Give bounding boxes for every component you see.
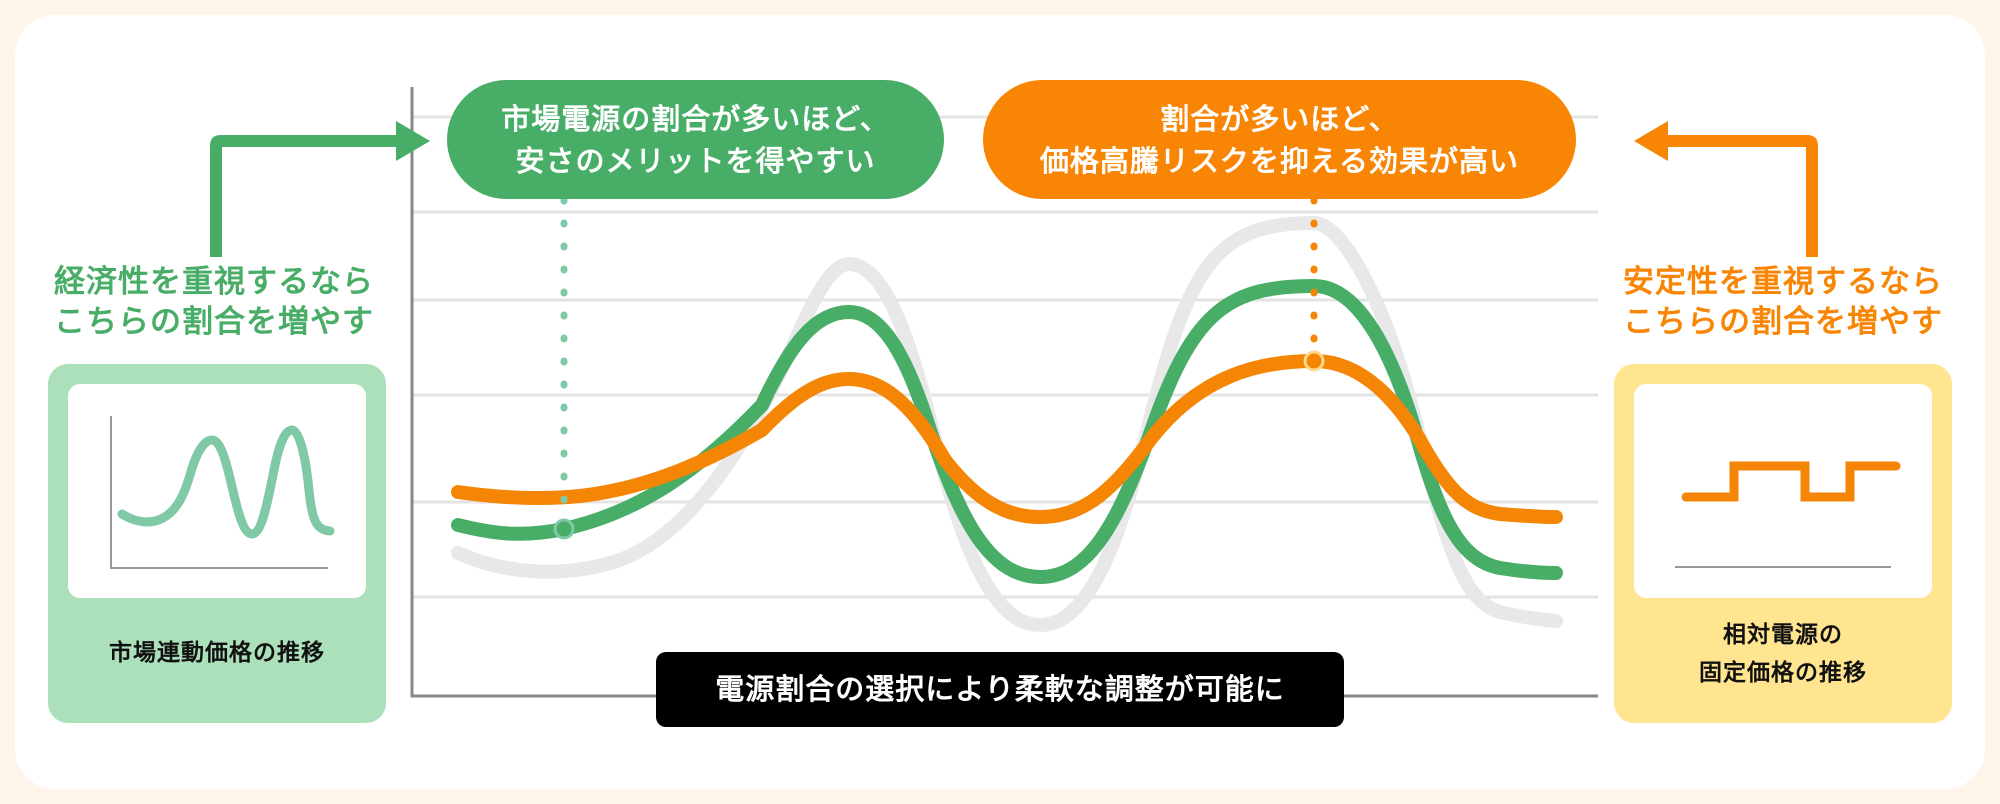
economy-instruction: 経済性を重視するなら こちらの割合を増やす — [44, 262, 384, 342]
market-price-panel: 市場連動価格の推移 — [48, 364, 386, 723]
market-callout-line-2: 安さのメリットを得やすい — [515, 143, 876, 178]
stability-instruction-line-2: こちらの割合を増やす — [1623, 304, 1943, 340]
market-callout: 市場電源の割合が多いほど、 安さのメリットを得やすい — [447, 80, 944, 199]
fixed-callout: 割合が多いほど、 価格高騰リスクを抑える効果が高い — [983, 80, 1576, 199]
stability-instruction-line-1: 安定性を重視するなら — [1623, 264, 1943, 300]
economy-instruction-line-1: 経済性を重視するなら — [54, 264, 374, 300]
stability-instruction: 安定性を重視するなら こちらの割合を増やす — [1613, 262, 1953, 342]
fixed-callout-line-2: 価格高騰リスクを抑える効果が高い — [1039, 143, 1520, 178]
flexible-adjustment-label: 電源割合の選択により柔軟な調整が可能に — [656, 652, 1344, 727]
fixed-price-panel: 相対電源の 固定価格の推移 — [1614, 364, 1952, 723]
orange-marker-dot — [1303, 350, 1325, 372]
fixed-price-caption-line-1: 相対電源の — [1723, 622, 1843, 648]
fixed-callout-line-1: 割合が多いほど、 — [1160, 101, 1399, 136]
market-price-caption: 市場連動価格の推移 — [109, 640, 325, 666]
fixed-price-caption-line-2: 固定価格の推移 — [1699, 660, 1867, 686]
fixed-price-panel-image — [1634, 384, 1932, 598]
green-marker-dot — [553, 518, 575, 540]
market-callout-line-1: 市場電源の割合が多いほど、 — [501, 101, 890, 136]
orange-fixed-curve — [451, 353, 1563, 525]
arrow-left-elbow-icon — [1634, 121, 1818, 257]
arrow-right-elbow-icon — [210, 121, 430, 257]
fixed-price-caption: 相対電源の 固定価格の推移 — [1614, 616, 1952, 692]
market-price-panel-image — [68, 384, 366, 598]
economy-instruction-line-2: こちらの割合を増やす — [54, 304, 374, 340]
